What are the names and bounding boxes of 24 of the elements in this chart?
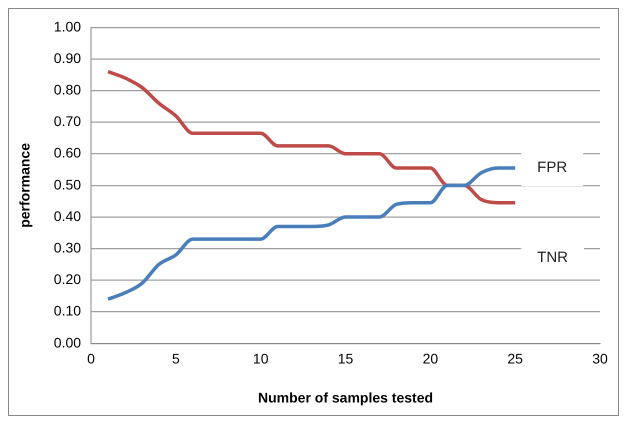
y-tick-label: 0.70 — [54, 113, 82, 130]
y-tick-label: 0.50 — [54, 176, 82, 192]
y-tick-label: 0.10 — [54, 302, 82, 319]
x-tick-label: 15 — [338, 350, 354, 367]
line-series — [106, 70, 517, 205]
y-tick-label: 0.80 — [54, 81, 82, 98]
y-tick-label: 0.30 — [54, 239, 82, 256]
x-tick-label: 5 — [172, 350, 180, 367]
y-tick-label: 0.60 — [54, 144, 82, 161]
series-label: FPR — [537, 159, 568, 176]
x-tick-label: 20 — [422, 350, 438, 367]
y-tick-label: 0.20 — [54, 271, 82, 288]
y-tick-label: 0.40 — [54, 208, 82, 224]
x-tick-label: 30 — [592, 350, 608, 367]
x-axis-title: Number of samples tested — [258, 389, 434, 406]
y-tick-label: 0.90 — [54, 50, 82, 66]
y-tick-label: 1.00 — [54, 18, 82, 34]
x-tick-label: 25 — [507, 350, 524, 367]
x-tick-label: 10 — [252, 350, 269, 367]
text: TNR — [537, 248, 568, 266]
y-tick-label: 0.00 — [54, 334, 82, 350]
y-axis-title: performance — [16, 142, 32, 228]
line-series — [106, 166, 517, 301]
x-tick-label: 0 — [87, 350, 96, 367]
